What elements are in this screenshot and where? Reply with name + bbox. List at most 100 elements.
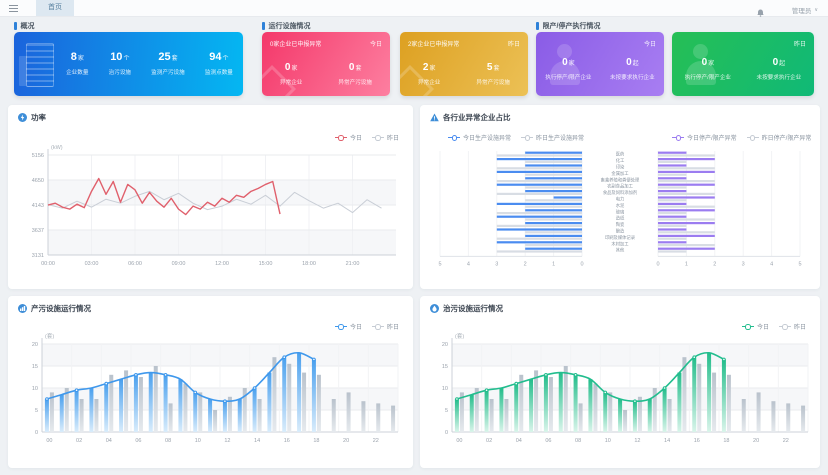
svg-text:0: 0	[580, 261, 583, 267]
person-icon	[686, 44, 716, 85]
tab-home[interactable]: 首页	[36, 0, 74, 16]
svg-text:09:00: 09:00	[172, 261, 186, 267]
legend-yesterday[interactable]: 昨日	[371, 133, 399, 142]
svg-text:化工: 化工	[616, 157, 625, 164]
svg-text:10: 10	[195, 438, 201, 444]
power-legend: 今日 昨日	[334, 133, 399, 142]
svg-text:1: 1	[552, 261, 555, 267]
svg-text:(kW): (kW)	[51, 145, 63, 151]
svg-text:3131: 3131	[32, 253, 44, 259]
card-title: 0家企业已申报异常	[270, 42, 322, 48]
top-bar: 首页 管理员 ∨	[0, 0, 828, 17]
stat-monitoring-points: 94个 监测点数量	[204, 51, 233, 76]
panel-title-production: 产污设施运行情况	[31, 304, 91, 313]
svg-text:06: 06	[545, 438, 551, 444]
svg-text:03:00: 03:00	[85, 261, 99, 267]
svg-text:18: 18	[723, 438, 729, 444]
stat-noncompliant-enterprises: 0起 未按要求执行企业	[609, 57, 655, 81]
legend-today[interactable]: 今日	[741, 322, 769, 331]
user-menu[interactable]: 管理员 ∨	[792, 5, 818, 15]
stat-abnormal-enterprises: 2家 异常企业	[418, 62, 441, 86]
overview-card: 8家 企业数量 10个 治污设施 25套 监测产污设施 94个 监测点数量	[14, 32, 243, 96]
svg-text:18:00: 18:00	[302, 261, 316, 267]
svg-text:印染: 印染	[616, 164, 625, 171]
legend-today-production-abnormal[interactable]: 今日生产设施异常	[448, 133, 511, 142]
svg-text:(套): (套)	[455, 332, 464, 340]
svg-text:12: 12	[634, 438, 640, 444]
svg-text:12: 12	[224, 438, 230, 444]
svg-text:(套): (套)	[45, 332, 54, 340]
svg-text:04: 04	[106, 438, 112, 444]
svg-text:5: 5	[438, 261, 441, 267]
stat-abnormal-facilities: 5套 异常产污设施	[476, 62, 510, 86]
legend-today[interactable]: 今日	[334, 133, 362, 142]
legend-yesterday-production-abnormal[interactable]: 昨日生产设施异常	[521, 133, 584, 142]
panel-title-industry: 各行业异常企业占比	[443, 113, 511, 122]
svg-text:5: 5	[35, 408, 38, 414]
svg-text:22: 22	[373, 438, 379, 444]
production-bar-line-chart[interactable]: 20 15 10 5 0 (套) 00 02 04 06 08 10 12 14 16 18 20 22	[14, 332, 406, 464]
treatment-legend: 今日 昨日	[741, 322, 806, 331]
svg-text:20: 20	[343, 438, 349, 444]
svg-text:0: 0	[656, 261, 659, 267]
svg-text:4143: 4143	[32, 203, 44, 209]
hamburger-menu-icon[interactable]	[9, 5, 18, 12]
svg-text:4650: 4650	[32, 178, 44, 184]
svg-text:水泥: 水泥	[616, 202, 625, 209]
bell-icon[interactable]	[757, 4, 764, 22]
power-icon	[18, 113, 27, 122]
svg-text:5: 5	[798, 261, 801, 267]
power-line-chart[interactable]: 00:00 03:00 06:00 09:00 12:00 15:00 18:00 21:00…	[14, 143, 406, 285]
stat-enterprise-count: 8家 企业数量	[66, 51, 89, 76]
card-tag-today: 今日	[643, 42, 656, 48]
legend-today-limit-abnormal[interactable]: 今日停产/限产异常	[672, 133, 737, 142]
svg-text:2: 2	[713, 261, 716, 267]
svg-text:食品及饲料添加剂: 食品及饲料添加剂	[603, 189, 637, 196]
legend-yesterday[interactable]: 昨日	[371, 322, 399, 331]
svg-text:10: 10	[442, 386, 448, 392]
svg-text:06: 06	[135, 438, 141, 444]
stat-limit-enterprises: 0家 执行停产/限产企业	[684, 57, 732, 81]
industry-tornado-chart[interactable]: 5 4 3 2 1 0 0 1 2 3 4 5 医药化工印染金属加工畜禽养殖和粪便处理农副食品加工食品及…	[424, 147, 816, 285]
building-icon	[19, 43, 54, 87]
droplet-icon	[430, 304, 439, 313]
section-title-facility: 运行设施情况	[262, 21, 311, 31]
svg-text:印刷及媒体记录: 印刷及媒体记录	[605, 234, 636, 241]
svg-text:15: 15	[32, 364, 38, 370]
limit-card-today: 今日 0家 执行停产/限产企业 0起 未按要求执行企业	[536, 32, 664, 96]
svg-text:20: 20	[442, 342, 448, 348]
person-icon	[550, 44, 580, 85]
svg-text:1: 1	[685, 261, 688, 267]
stat-limit-enterprises: 0家 执行停产/限产企业	[545, 57, 592, 81]
svg-text:3: 3	[495, 261, 498, 267]
svg-text:其他: 其他	[616, 247, 625, 254]
svg-text:02: 02	[486, 438, 492, 444]
legend-yesterday-limit-abnormal[interactable]: 昨日停产/限产异常	[746, 133, 811, 142]
legend-yesterday[interactable]: 昨日	[778, 322, 806, 331]
svg-text:08: 08	[165, 438, 171, 444]
svg-text:22: 22	[783, 438, 789, 444]
svg-text:电力: 电力	[616, 196, 625, 203]
svg-text:陶瓷: 陶瓷	[616, 221, 625, 228]
production-legend: 今日 昨日	[334, 322, 399, 331]
stat-monitored-production-facilities: 25套 监测产污设施	[151, 51, 185, 76]
treatment-bar-line-chart[interactable]: 20 15 10 5 0 (套) 00 02 04 06 08 10 12 14 16 18 20 22	[424, 332, 816, 464]
svg-text:酿造: 酿造	[616, 228, 625, 235]
svg-text:金属加工: 金属加工	[611, 170, 629, 177]
panel-title-power: 功率	[31, 113, 46, 122]
card-tag-yesterday: 昨日	[507, 42, 520, 48]
svg-text:04: 04	[516, 438, 522, 444]
svg-text:18: 18	[313, 438, 319, 444]
svg-text:16: 16	[694, 438, 700, 444]
svg-text:2: 2	[524, 261, 527, 267]
svg-text:06:00: 06:00	[128, 261, 142, 267]
card-title: 2家企业已申报异常	[408, 42, 460, 48]
treatment-panel: 治污设施运行情况 今日 昨日 20 15 10 5 0 (套) 00 02 04 06 08 10 12…	[420, 296, 820, 468]
svg-text:4: 4	[770, 261, 773, 267]
legend-today[interactable]: 今日	[334, 322, 362, 331]
svg-text:00:00: 00:00	[41, 261, 55, 267]
svg-text:农副食品加工: 农副食品加工	[607, 183, 633, 190]
svg-text:造纸: 造纸	[616, 215, 625, 222]
svg-text:21:00: 21:00	[346, 261, 360, 267]
svg-text:10: 10	[605, 438, 611, 444]
